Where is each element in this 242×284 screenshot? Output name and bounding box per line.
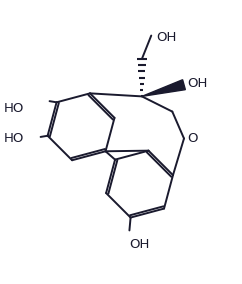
Text: OH: OH — [156, 31, 176, 44]
Polygon shape — [142, 80, 185, 96]
Text: HO: HO — [4, 132, 24, 145]
Text: OH: OH — [129, 238, 150, 251]
Text: HO: HO — [4, 102, 24, 114]
Text: OH: OH — [187, 77, 207, 89]
Text: O: O — [187, 132, 197, 145]
